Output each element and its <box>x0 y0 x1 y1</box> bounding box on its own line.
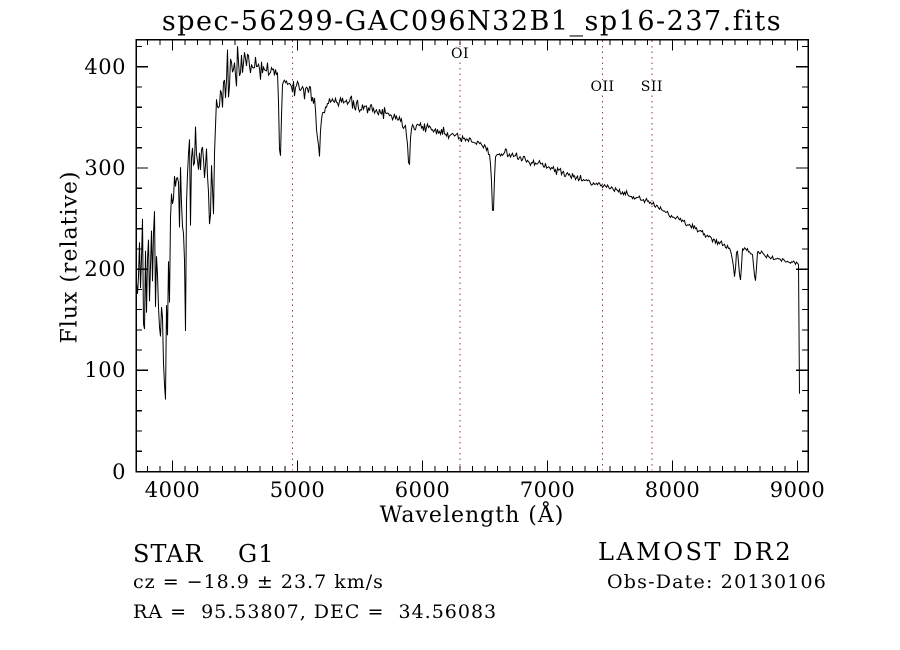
x-tick-label: 9000 <box>769 478 826 502</box>
object-class-text: STAR G1 <box>133 540 275 568</box>
line-marker-label-SII: SII <box>638 79 665 95</box>
spectrum-line <box>136 46 800 400</box>
x-tick-label: 4000 <box>144 478 201 502</box>
plot-title: spec-56299-GAC096N32B1_sp16-237.fits <box>161 6 783 37</box>
x-tick-label: 8000 <box>644 478 701 502</box>
axis-ticks <box>136 39 808 473</box>
spectral-line-markers <box>291 40 653 471</box>
y-tick-label: 0 <box>112 459 126 484</box>
plot-box <box>135 38 809 473</box>
y-tick-label: 200 <box>84 257 126 282</box>
x-axis-label: Wavelength (Å) <box>379 503 565 528</box>
x-tick-label: 5000 <box>269 478 326 502</box>
ra-dec-text: RA = 95.53807, DEC = 34.56083 <box>133 601 498 623</box>
line-marker-label-OI: OI <box>448 46 472 62</box>
survey-name-text: LAMOST DR2 <box>598 538 794 566</box>
radial-velocity-text: cz = −18.9 ± 23.7 km/s <box>133 571 384 593</box>
x-tick-label: 6000 <box>394 478 451 502</box>
obs-date-text: Obs-Date: 20130106 <box>607 571 828 593</box>
line-marker-label-OII: OII <box>588 79 617 95</box>
y-tick-label: 100 <box>84 358 126 383</box>
y-tick-label: 300 <box>84 155 126 180</box>
x-tick-label: 7000 <box>519 478 576 502</box>
y-tick-label: 400 <box>84 54 126 79</box>
